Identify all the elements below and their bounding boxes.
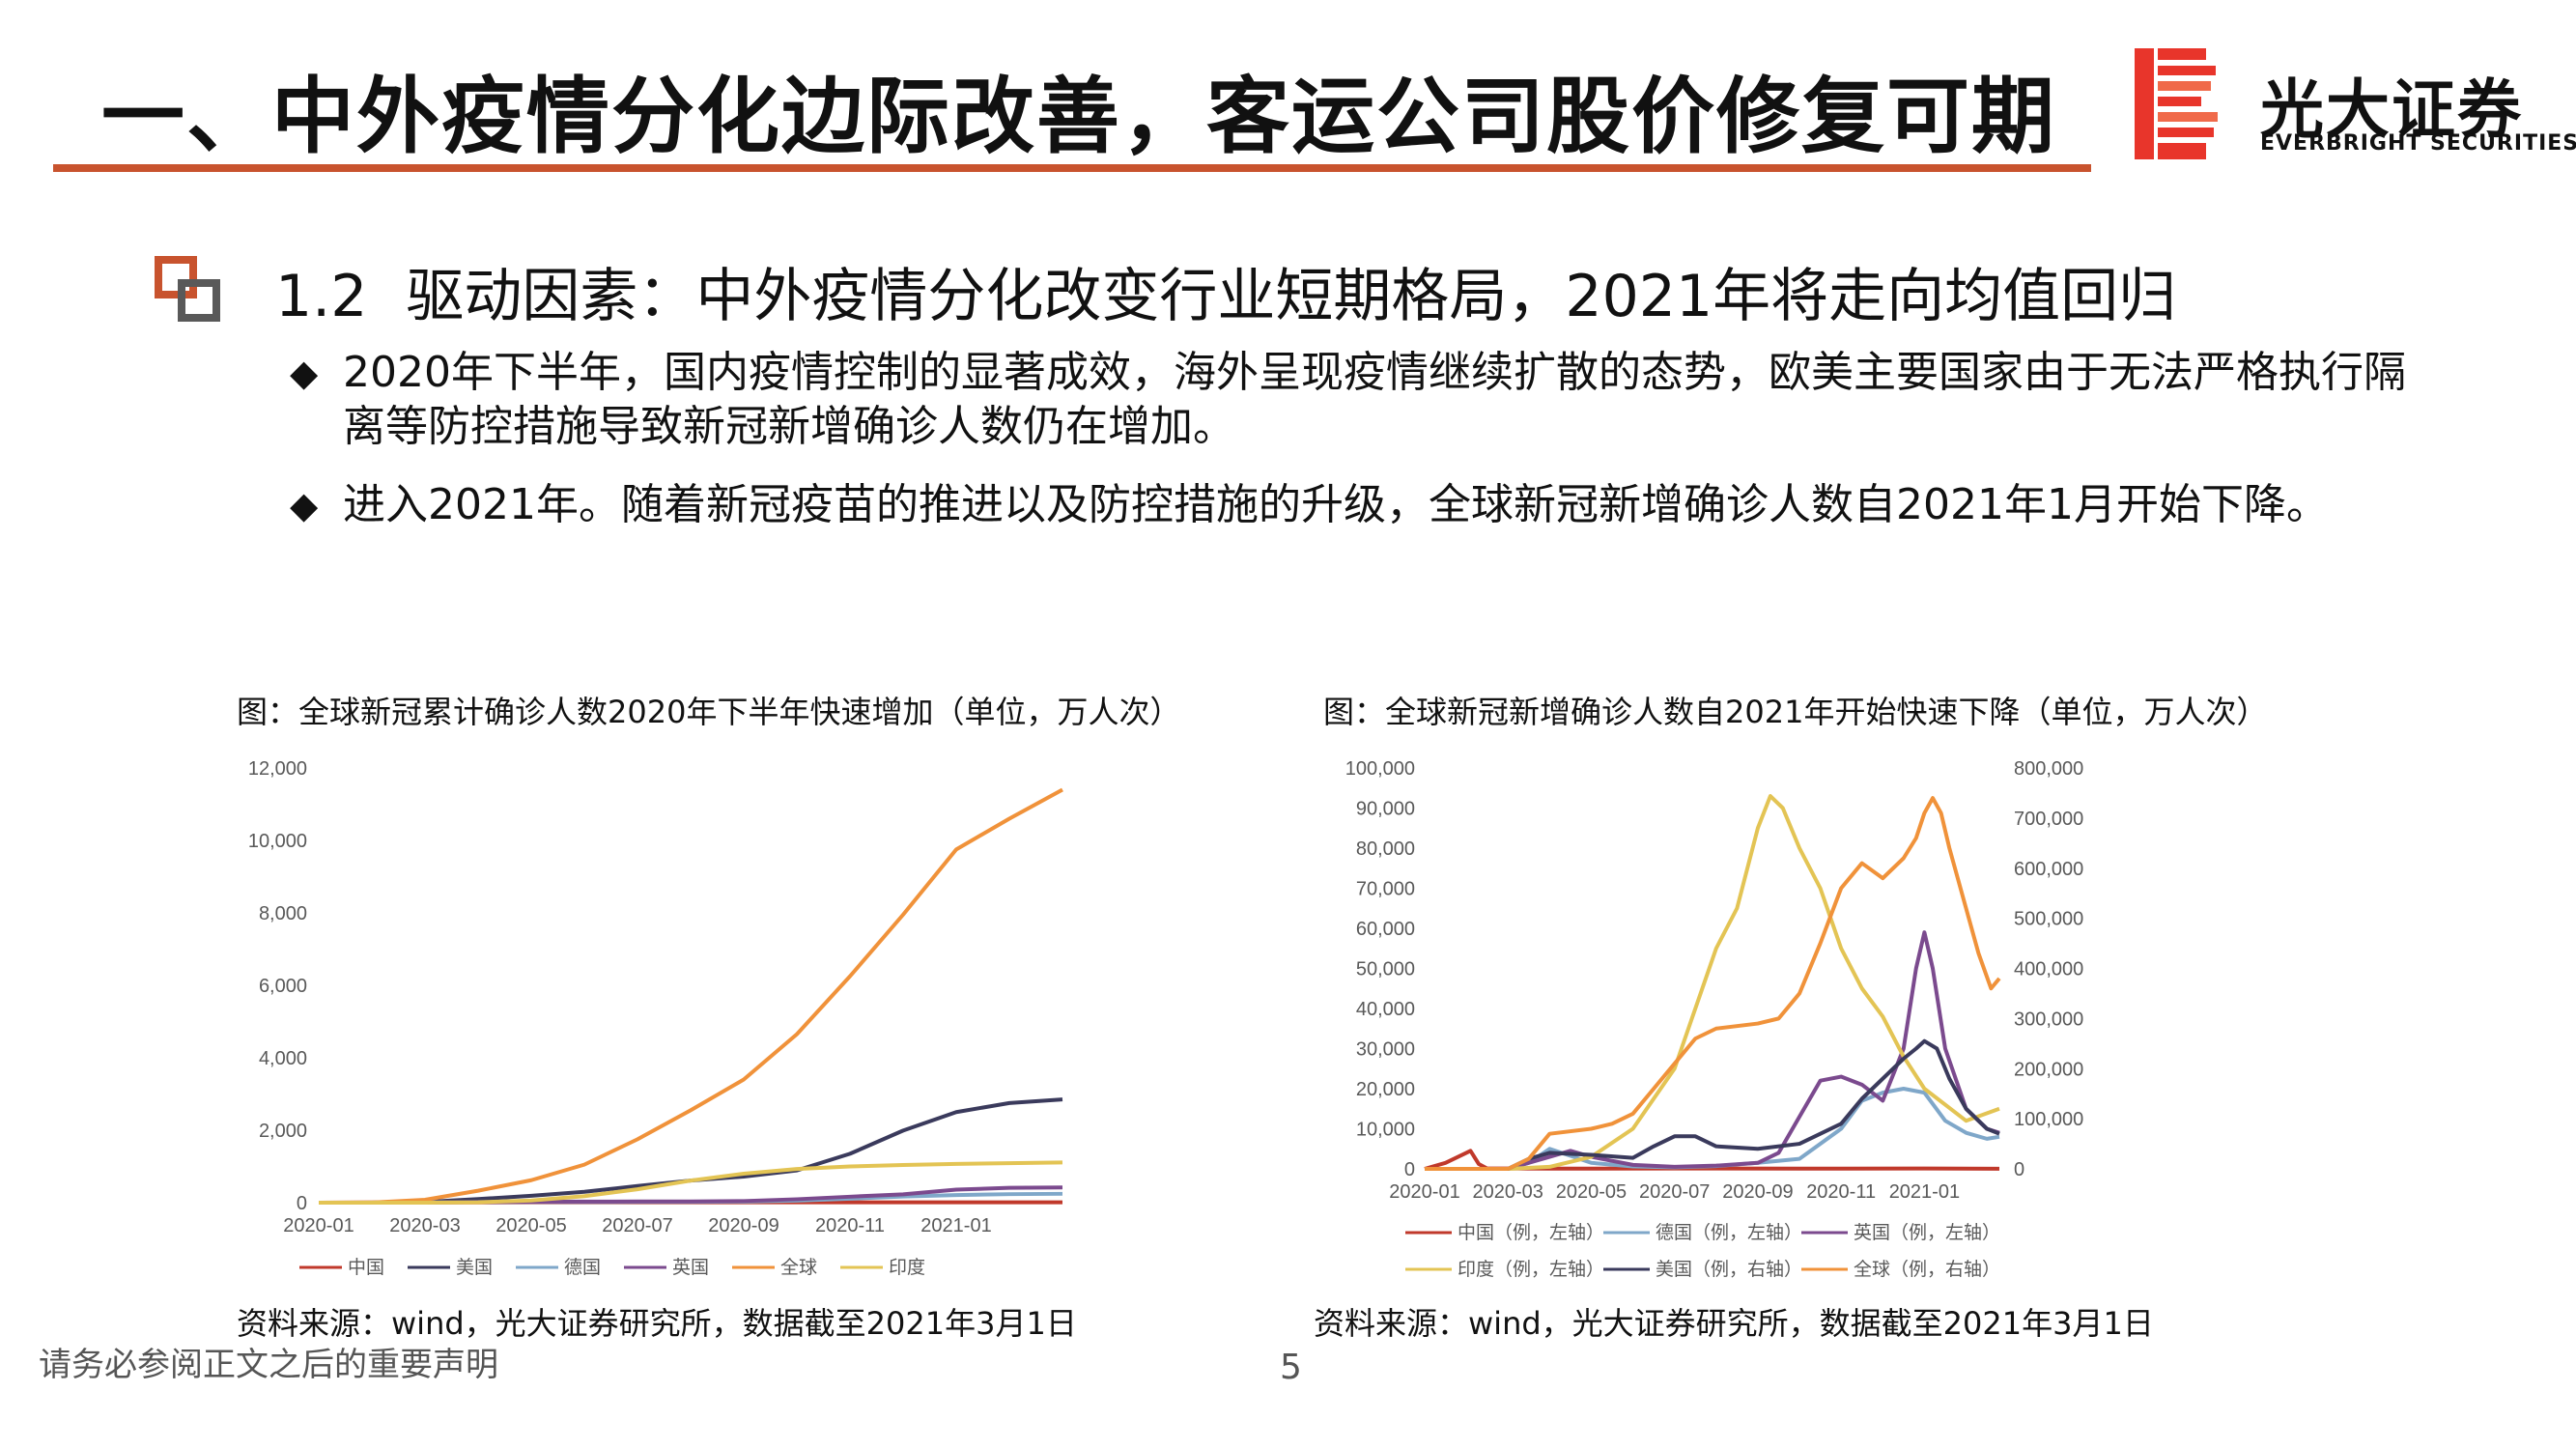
section-squares-icon	[155, 256, 220, 322]
series-line-全球	[318, 787, 1063, 1205]
y-right-tick-label: 500,000	[2014, 909, 2083, 930]
y-left-tick-label: 60,000	[1356, 919, 1415, 940]
x-tick-label: 2020-01	[1389, 1181, 1459, 1203]
y-right-tick-label: 200,000	[2014, 1059, 2083, 1080]
y-left-tick-label: 90,000	[1356, 799, 1415, 820]
legend-label: 全球（例，右轴）	[1854, 1259, 2000, 1280]
y-left-tick-label: 20,000	[1356, 1079, 1415, 1100]
legend-label: 英国（例，左轴）	[1854, 1222, 2000, 1243]
section-heading: 1.2 驱动因素：中外疫情分化改变行业短期格局，2021年将走向均值回归	[275, 249, 2176, 333]
slide-title: 一、中外疫情分化边际改善，客运公司股价修复可期	[101, 69, 2056, 165]
everbright-logo-icon	[2135, 48, 2218, 159]
y-left-tick-label: 100,000	[1345, 758, 1415, 780]
legend-label: 英国	[672, 1257, 709, 1278]
legend-label: 印度	[889, 1257, 925, 1278]
y-tick-label: 4,000	[259, 1048, 307, 1069]
legend-label: 美国	[456, 1257, 493, 1278]
x-tick-label: 2020-09	[1722, 1181, 1793, 1203]
chart1-source: 资料来源：wind，光大证券研究所，数据截至2021年3月1日	[237, 1305, 1077, 1342]
y-right-tick-label: 0	[2014, 1159, 2024, 1180]
x-tick-label: 2020-07	[1639, 1181, 1710, 1203]
y-tick-label: 12,000	[248, 758, 307, 780]
y-left-tick-label: 70,000	[1356, 879, 1415, 900]
series-line-美国	[319, 1097, 1063, 1205]
y-tick-label: 10,000	[248, 831, 307, 852]
bullet-text: 2020年下半年，国内疫情控制的显著成效，海外呈现疫情继续扩散的态势，欧美主要国…	[343, 348, 2406, 451]
legend-label: 美国（例，右轴）	[1656, 1259, 1802, 1280]
y-tick-label: 2,000	[259, 1121, 307, 1142]
y-right-tick-label: 400,000	[2014, 959, 2083, 980]
y-left-tick-label: 0	[1404, 1159, 1415, 1180]
x-tick-label: 2021-01	[1889, 1181, 1960, 1203]
x-tick-label: 2020-09	[708, 1215, 778, 1236]
series-line-全球（例，右轴）	[1425, 796, 2001, 1171]
section-number: 1.2	[275, 263, 368, 330]
diamond-bullet-icon: ◆	[290, 484, 319, 526]
y-right-tick-label: 600,000	[2014, 859, 2083, 880]
chart1-cumulative-cases: 0 2,000 4,000 6,000 8,000 10,000 12,000 2020-01…	[248, 758, 1063, 1278]
section-heading-text: 驱动因素：中外疫情分化改变行业短期格局，2021年将走向均值回归	[406, 263, 2177, 330]
x-tick-label: 2020-05	[1556, 1181, 1627, 1203]
series-line-德国（例，左轴）	[1425, 1087, 2000, 1171]
series-line-美国（例，右轴）	[1425, 1038, 2000, 1171]
y-left-tick-label: 80,000	[1356, 838, 1415, 860]
y-right-tick-label: 700,000	[2014, 809, 2083, 830]
disclaimer: 请务必参阅正文之后的重要声明	[39, 1346, 498, 1384]
legend-label: 德国	[564, 1257, 601, 1278]
chart1-title: 图：全球新冠累计确诊人数2020年下半年快速增加（单位，万人次）	[237, 694, 1181, 730]
chart2-title: 图：全球新冠新增确诊人数自2021年开始快速下降（单位，万人次）	[1323, 694, 2268, 730]
legend-label: 全球	[780, 1257, 817, 1278]
y-tick-label: 6,000	[259, 976, 307, 997]
diamond-bullet-icon: ◆	[290, 352, 319, 394]
page-number: 5	[1280, 1348, 1302, 1387]
y-right-tick-label: 800,000	[2014, 758, 2083, 780]
y-left-tick-label: 30,000	[1356, 1039, 1415, 1061]
title-underline	[53, 164, 2091, 172]
x-tick-label: 2020-05	[495, 1215, 566, 1236]
legend-label: 印度（例，左轴）	[1458, 1259, 1604, 1280]
x-tick-label: 2020-01	[283, 1215, 354, 1236]
series-line-印度（例，左轴）	[1425, 794, 2000, 1171]
y-right-tick-label: 100,000	[2014, 1109, 2083, 1130]
logo-chinese-name: 光大证券	[2260, 72, 2523, 147]
y-tick-label: 0	[297, 1193, 307, 1214]
x-tick-label: 2020-11	[815, 1215, 885, 1236]
y-left-tick-label: 40,000	[1356, 999, 1415, 1020]
x-tick-label: 2020-07	[602, 1215, 672, 1236]
legend-label: 中国	[348, 1257, 384, 1278]
logo-english-name: EVERBRIGHT SECURITIES	[2260, 131, 2576, 156]
x-tick-label: 2020-03	[1473, 1181, 1543, 1203]
series-line-印度	[319, 1160, 1063, 1205]
y-tick-label: 8,000	[259, 903, 307, 924]
x-tick-label: 2020-11	[1806, 1181, 1876, 1203]
bullet-text: 进入2021年。随着新冠疫苗的推进以及防控措施的升级，全球新冠新增确诊人数自20…	[343, 480, 2329, 529]
legend-label: 中国（例，左轴）	[1458, 1222, 1604, 1243]
chart2-daily-new-cases: 0 10,000 20,000 30,000 40,000 50,000 60,000 70,…	[1345, 758, 2084, 1280]
chart2-source: 资料来源：wind，光大证券研究所，数据截至2021年3月1日	[1314, 1305, 2154, 1342]
y-right-tick-label: 300,000	[2014, 1009, 2083, 1030]
x-tick-label: 2020-03	[389, 1215, 460, 1236]
y-left-tick-label: 10,000	[1356, 1120, 1415, 1141]
y-left-tick-label: 50,000	[1356, 959, 1415, 980]
legend-label: 德国（例，左轴）	[1656, 1222, 1802, 1243]
x-tick-label: 2021-01	[920, 1215, 991, 1236]
